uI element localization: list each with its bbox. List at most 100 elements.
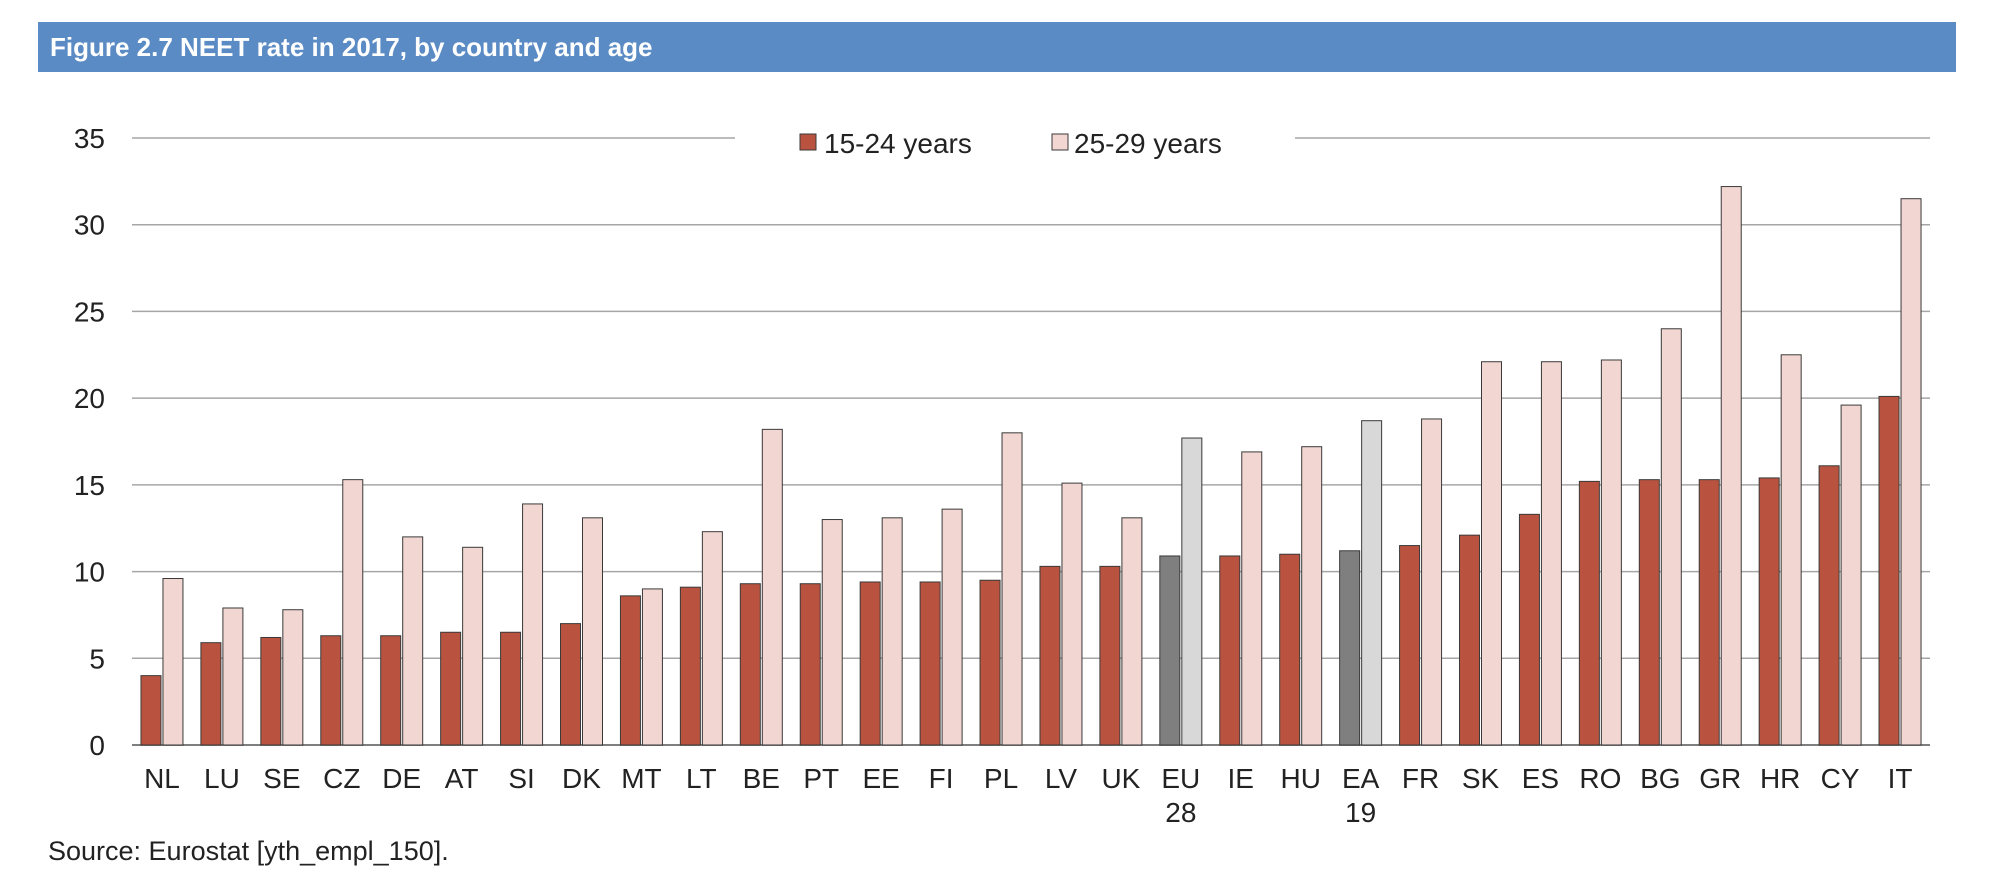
figure-title: Figure 2.7 NEET rate in 2017, by country… — [50, 31, 653, 62]
bar-25-29 — [1121, 517, 1143, 746]
bar-25-29 — [282, 609, 304, 746]
bar-15-24 — [1878, 395, 1900, 746]
y-tick-label: 0 — [89, 730, 105, 761]
bars — [140, 186, 1922, 746]
bar-25-29 — [1001, 432, 1023, 746]
x-tick-label: UK — [1101, 763, 1140, 794]
x-tick-label: HU — [1280, 763, 1320, 794]
bar-15-24 — [1099, 565, 1121, 746]
x-tick-label: IT — [1888, 763, 1913, 794]
bar-15-24 — [859, 581, 881, 746]
y-tick-label: 10 — [74, 557, 105, 588]
source-note: Source: Eurostat [yth_empl_150]. — [48, 836, 449, 866]
bar-25-29 — [222, 607, 244, 746]
bar-25-29 — [1780, 354, 1802, 746]
bar-25-29 — [162, 578, 184, 746]
x-tick-label: NL — [144, 763, 180, 794]
bar-15-24 — [1578, 480, 1600, 746]
bar-15-24 — [1758, 477, 1780, 746]
y-tick-label: 25 — [74, 296, 105, 327]
bar-25-29 — [582, 517, 603, 746]
x-tick-label: EU 28 — [1161, 763, 1200, 828]
x-tick-label: MT — [621, 763, 661, 794]
x-tick-label: PT — [803, 763, 839, 794]
bar-15-24 — [1698, 479, 1720, 746]
x-tick-label: CY — [1821, 763, 1860, 794]
bar-25-29 — [1840, 404, 1862, 746]
bar-25-29 — [1181, 437, 1203, 746]
y-tick-label: 35 — [74, 123, 105, 154]
bar-25-29 — [1421, 418, 1443, 746]
x-tick-label: IE — [1228, 763, 1254, 794]
bar-25-29 — [701, 531, 723, 746]
y-tick-label: 20 — [74, 383, 105, 414]
bar-25-29 — [941, 508, 963, 746]
legend-swatch-25-29 — [1051, 133, 1069, 151]
bar-15-24 — [919, 581, 941, 746]
bar-15-24 — [1219, 555, 1241, 746]
bar-25-29 — [1600, 359, 1622, 746]
bar-25-29 — [1900, 198, 1922, 746]
x-tick-label: LT — [686, 763, 717, 794]
x-tick-label: RO — [1579, 763, 1621, 794]
bar-15-24 — [1638, 479, 1660, 746]
x-tick-label: DE — [382, 763, 421, 794]
bar-15-24 — [260, 636, 282, 746]
bar-25-29 — [1481, 361, 1502, 746]
x-tick-label: BG — [1640, 763, 1680, 794]
x-tick-label: HR — [1760, 763, 1800, 794]
bar-25-29 — [821, 519, 843, 746]
bar-25-29 — [462, 546, 484, 746]
bar-15-24 — [739, 583, 761, 746]
bar-25-29 — [641, 588, 663, 746]
bar-15-24 — [1159, 555, 1181, 746]
x-tick-label: LU — [204, 763, 240, 794]
x-tick-label: GR — [1699, 763, 1741, 794]
x-tick-label: EA 19 — [1342, 763, 1380, 828]
bar-15-24 — [799, 583, 821, 746]
y-tick-label: 30 — [74, 210, 105, 241]
x-tick-label: AT — [445, 763, 479, 794]
y-tick-label: 5 — [89, 643, 105, 674]
x-tick-label: DK — [562, 763, 601, 794]
bar-15-24 — [679, 586, 701, 746]
bar-15-24 — [440, 631, 462, 746]
bar-25-29 — [1540, 361, 1562, 746]
x-tick-label: PL — [984, 763, 1018, 794]
x-tick-label: EE — [862, 763, 899, 794]
legend: 15-24 years 25-29 years — [735, 118, 1295, 168]
y-tick-label: 15 — [74, 470, 105, 501]
bar-15-24 — [500, 631, 522, 746]
bar-25-29 — [402, 536, 424, 746]
bar-15-24 — [979, 579, 1001, 746]
x-axis-tick-labels: NL LU SE CZ DE AT SI DK MT LT BE PT EE FI PL LV UK EU 28 IE… — [144, 763, 1912, 828]
legend-background — [735, 118, 1295, 168]
x-tick-label: FI — [929, 763, 954, 794]
y-axis-tick-labels: 0 5 10 15 20 25 30 35 — [74, 123, 105, 761]
bar-15-24 — [560, 623, 581, 746]
bar-15-24 — [380, 635, 402, 746]
x-tick-label: SK — [1462, 763, 1500, 794]
bar-15-24 — [1399, 545, 1421, 746]
x-tick-label: FR — [1402, 763, 1439, 794]
bar-25-29 — [1361, 420, 1383, 746]
bar-25-29 — [1061, 482, 1083, 746]
bar-15-24 — [1339, 550, 1361, 746]
bar-15-24 — [1459, 534, 1480, 746]
bar-25-29 — [1660, 328, 1682, 746]
grid-lines — [132, 137, 1930, 746]
x-tick-label: CZ — [323, 763, 360, 794]
bar-15-24 — [1279, 553, 1301, 746]
bar-15-24 — [200, 642, 222, 746]
bar-25-29 — [881, 517, 903, 746]
legend-swatch-15-24 — [799, 133, 817, 151]
bar-15-24 — [1818, 465, 1840, 746]
legend-label-15-24: 15-24 years — [824, 128, 972, 159]
x-tick-label: ES — [1522, 763, 1559, 794]
figure-title-bar: Figure 2.7 NEET rate in 2017, by country… — [38, 22, 1956, 72]
bar-25-29 — [761, 428, 783, 746]
bar-15-24 — [1518, 513, 1540, 746]
bar-15-24 — [619, 595, 641, 746]
bar-15-24 — [140, 675, 162, 746]
